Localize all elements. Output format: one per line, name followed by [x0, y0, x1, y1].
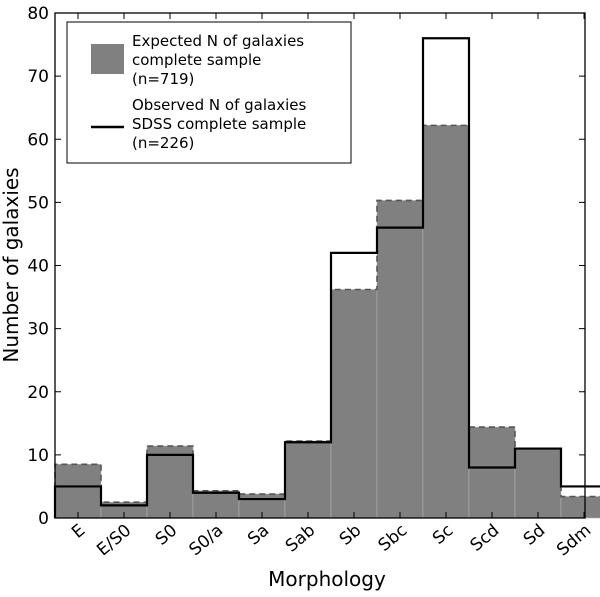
x-tick-label-sa: Sa: [244, 521, 273, 550]
y-tick-label: 30: [27, 320, 49, 340]
y-tick-label: 10: [27, 446, 49, 466]
observed-step-line: [53, 37, 600, 518]
bar-expected-sbc: [376, 200, 424, 519]
legend-observed-line-2: SDSS complete sample: [132, 115, 306, 133]
y-axis: 0 10 20 30 40 50 60 70 80: [27, 4, 585, 529]
bar-expected-sdm: [560, 496, 600, 519]
observed-outline: [53, 37, 600, 518]
y-tick-label: 40: [27, 257, 49, 277]
x-tick-label-sdm: Sdm: [553, 521, 595, 561]
legend-expected-line-1: Expected N of galaxies: [132, 32, 304, 50]
bar-expected-sd: [514, 448, 562, 519]
x-tick-label-e: E: [68, 521, 89, 543]
bar-expected-scd: [468, 426, 516, 519]
x-tick-label-sc: Sc: [429, 521, 457, 549]
x-tick-label-sd: Sd: [520, 521, 549, 550]
y-tick-label: 70: [27, 67, 49, 87]
y-tick-label: 20: [27, 383, 49, 403]
bar-expected-s0: [146, 445, 194, 519]
legend-observed-line-3: (n=226): [132, 134, 194, 152]
bar-expected-sb: [330, 289, 378, 519]
x-tick-label-scd: Scd: [467, 521, 504, 556]
y-tick-label: 80: [27, 4, 49, 24]
y-tick-label: 60: [27, 130, 49, 150]
x-tick-label-s0-a: S0/a: [185, 521, 227, 561]
expected-bars: [54, 125, 600, 519]
x-tick-label-sb: Sb: [336, 521, 365, 550]
x-tick-label-sbc: Sbc: [375, 521, 412, 556]
legend-observed-line-1: Observed N of galaxies: [132, 96, 306, 114]
y-tick-label: 50: [27, 193, 49, 213]
legend: Expected N of galaxies complete sample (…: [66, 21, 352, 164]
y-axis-title: Number of galaxies: [0, 167, 23, 362]
bar-expected-sc: [422, 125, 470, 519]
legend-swatch-expected: [91, 44, 124, 74]
legend-expected-line-2: complete sample: [132, 51, 261, 69]
bar-expected-e: [54, 464, 102, 519]
y-tick-label: 0: [38, 509, 49, 529]
x-axis-title: Morphology: [268, 567, 386, 591]
x-tick-label-sab: Sab: [282, 521, 319, 557]
bar-expected-sab: [284, 440, 332, 519]
x-tick-label-s0: S0: [152, 521, 181, 550]
legend-expected-line-3: (n=719): [132, 70, 194, 88]
x-tick-label-e-s0: E/S0: [93, 521, 135, 561]
